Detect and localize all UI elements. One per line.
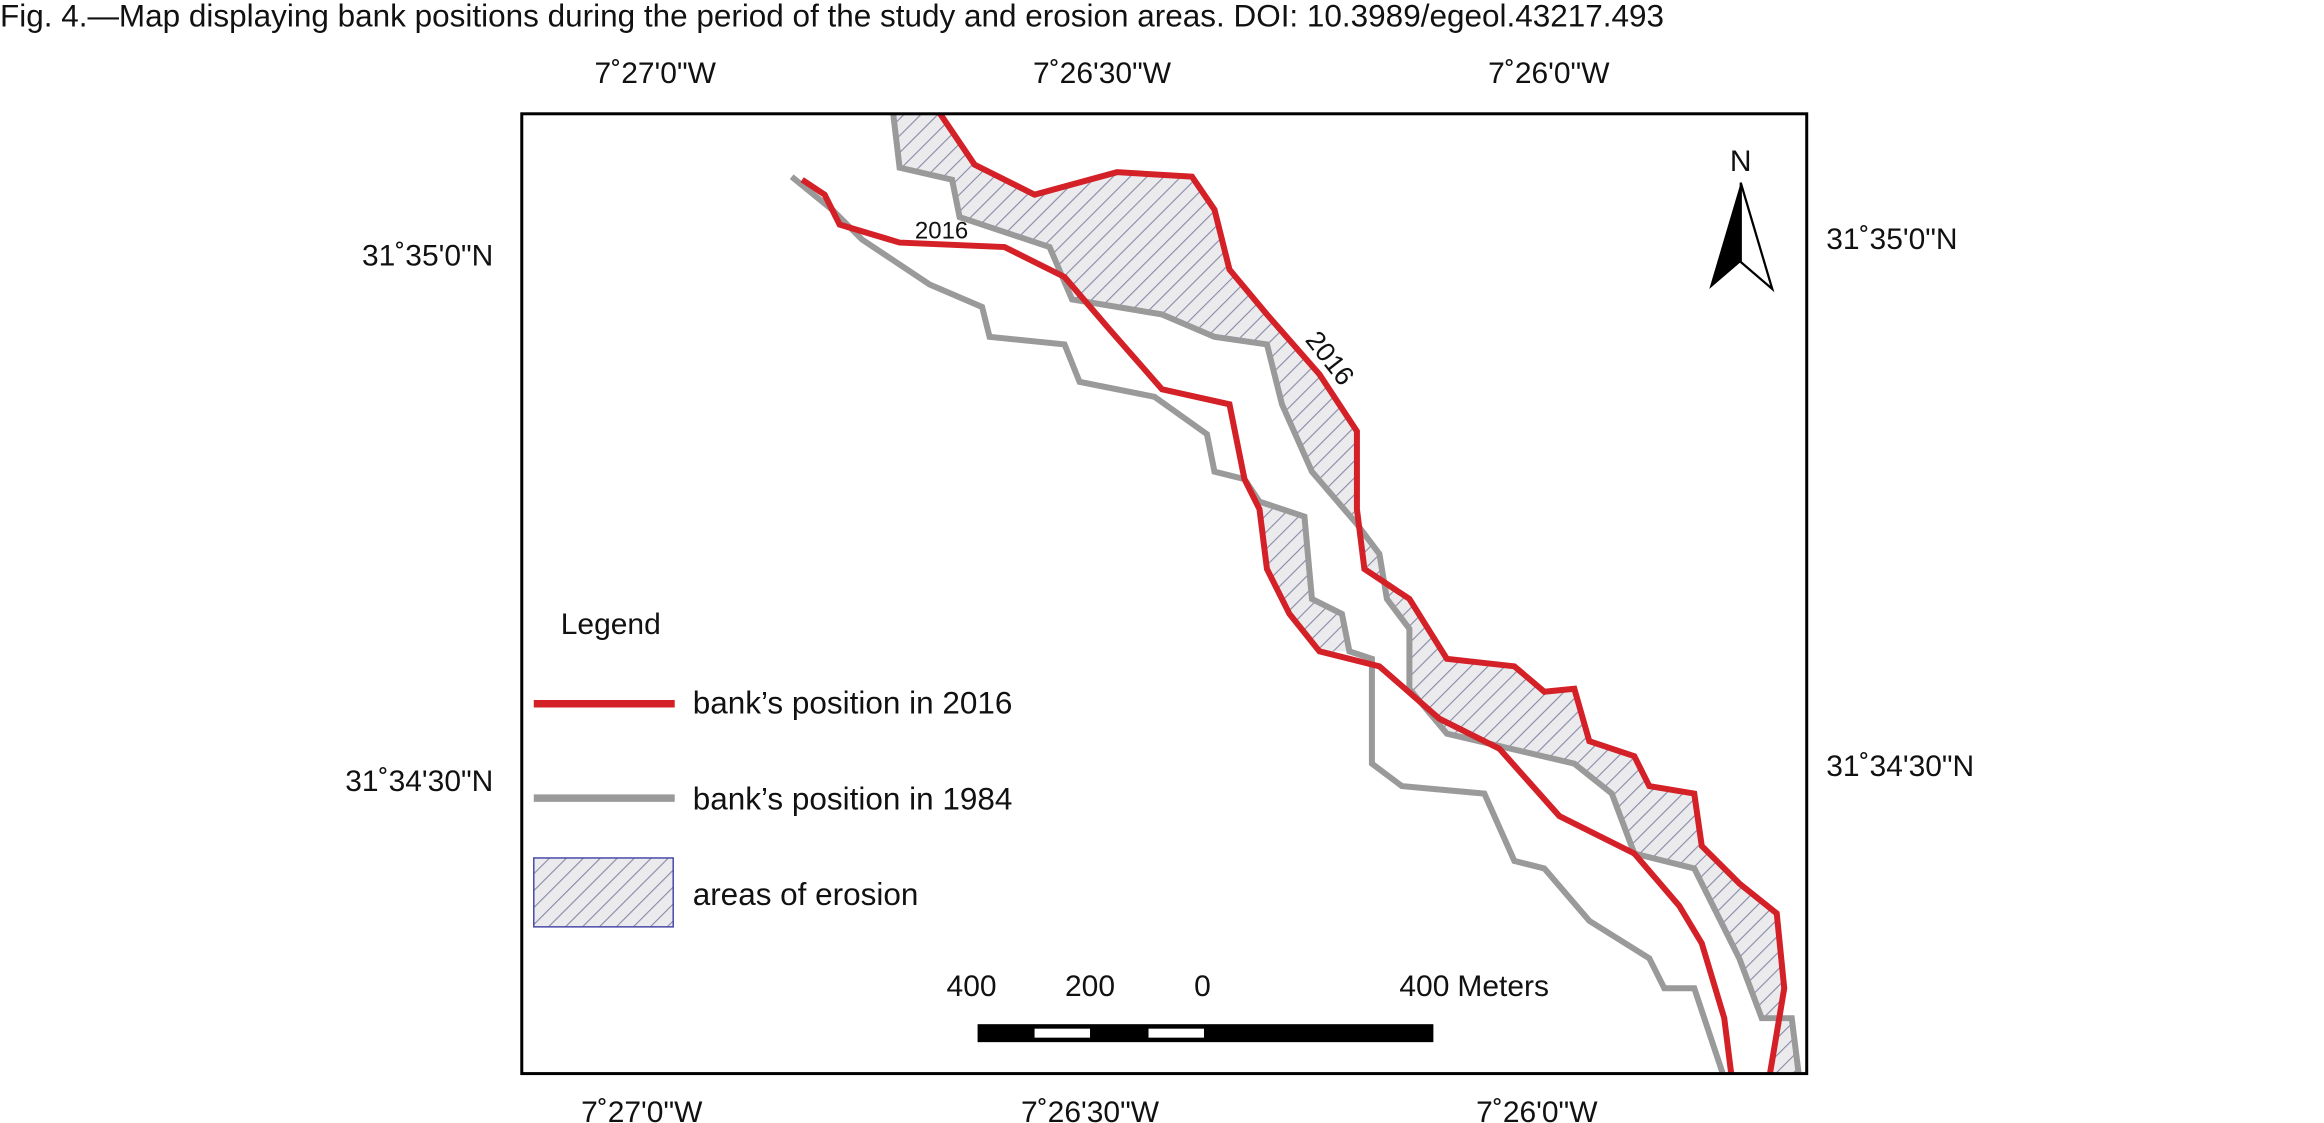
- erosion-area: [1244, 479, 1350, 652]
- coord-label: 31˚35'0"N: [362, 239, 493, 272]
- coord-label: 7˚27'0"W: [595, 57, 717, 90]
- bank-1984: [789, 174, 1726, 1074]
- legend-label: bank’s position in 2016: [693, 686, 1013, 721]
- legend-title: Legend: [561, 608, 661, 641]
- legend-label: areas of erosion: [693, 877, 919, 912]
- coord-label: 31˚34'30"N: [345, 765, 493, 798]
- coord-label: 31˚35'0"N: [1826, 223, 1957, 256]
- map-label: 2016: [915, 217, 968, 244]
- coord-label: 7˚26'0"W: [1488, 57, 1610, 90]
- coord-label: 7˚26'0"W: [1476, 1096, 1598, 1123]
- bank-2016: [936, 113, 1788, 1074]
- map-frame: [520, 112, 1809, 1076]
- erosion-area: [893, 113, 1799, 1074]
- coord-label: 7˚26'30"W: [1021, 1096, 1160, 1123]
- scale-label: 400: [1399, 970, 1449, 1003]
- coord-label: 7˚27'0"W: [581, 1096, 703, 1123]
- north-arrow: [1709, 182, 1775, 293]
- scale-bar: [977, 1024, 1434, 1043]
- caption: Fig. 4.—Map displaying bank positions du…: [0, 0, 1664, 33]
- north-label: N: [1730, 145, 1752, 178]
- coord-label: 31˚34'30"N: [1826, 750, 1974, 783]
- legend-swatch: [533, 857, 674, 928]
- legend-label: bank’s position in 1984: [693, 781, 1013, 816]
- scale-label: 400: [947, 970, 997, 1003]
- bank-1984: [890, 113, 1802, 1074]
- scale-label: 200: [1065, 970, 1115, 1003]
- scale-unit: Meters: [1457, 970, 1549, 1003]
- coord-label: 7˚26'30"W: [1033, 57, 1172, 90]
- map: 2016 2016 N Legend bank’s position in 20…: [520, 112, 1809, 1076]
- bank-2016: [800, 177, 1735, 1074]
- scale-label: 0: [1194, 970, 1211, 1003]
